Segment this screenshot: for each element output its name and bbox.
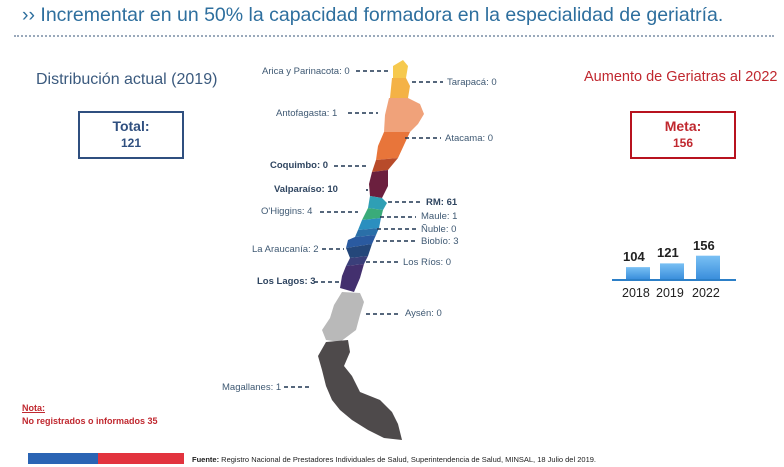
bar-2022 — [696, 255, 720, 279]
label-los-lagos: Los Lagos: 3 — [257, 276, 316, 287]
bar-value-2019: 121 — [657, 245, 679, 261]
region-tarapaca — [390, 78, 410, 98]
total-box: Total: 121 — [78, 111, 184, 159]
leader-lines — [284, 70, 443, 388]
year-label-2018: 2018 — [622, 286, 650, 300]
label-arica-y-parinacota: Arica y Parinacota: 0 — [262, 66, 350, 77]
label-nuble: Ñuble: 0 — [421, 224, 457, 235]
footer-stripe-red — [98, 453, 184, 464]
region-ohiggins — [362, 208, 383, 220]
total-value: 121 — [120, 136, 142, 150]
region-rm — [368, 196, 387, 210]
region-magallanes — [318, 340, 402, 440]
region-coquimbo — [372, 158, 398, 172]
title-divider — [14, 35, 774, 37]
footer-stripe-blue — [28, 453, 98, 464]
region-los-lagos — [340, 264, 364, 292]
region-arica-y-parinacota — [393, 60, 408, 78]
region-biobio — [346, 235, 376, 248]
source-text: Registro Nacional de Prestadores Individ… — [219, 455, 596, 464]
label-biobio: Biobío: 3 — [421, 236, 459, 247]
geriatrics-increase-title: Aumento de Geriatras al 2022 — [584, 69, 778, 85]
current-distribution-title: Distribución actual (2019) — [36, 71, 218, 88]
label-rm: RM: 61 — [426, 197, 458, 208]
label-atacama: Atacama: 0 — [445, 133, 494, 144]
bar-value-2022: 156 — [693, 237, 715, 253]
region-valparaiso — [369, 170, 388, 198]
region-nuble — [355, 228, 379, 237]
label-los-rios: Los Ríos: 0 — [403, 257, 452, 268]
label-ohiggins: O'Higgins: 4 — [261, 206, 313, 217]
label-la-araucania: La Araucanía: 2 — [252, 244, 319, 255]
goal-value: 156 — [672, 136, 694, 150]
bar-2019 — [660, 263, 684, 279]
region-antofagasta — [384, 98, 424, 132]
label-valparaiso: Valparaíso: 10 — [274, 184, 338, 195]
source-citation: Fuente: Registro Nacional de Prestadores… — [192, 455, 596, 464]
note-text: No registrados o informados 35 — [22, 416, 158, 426]
year-label-2019: 2019 — [656, 286, 684, 300]
page-title: ›› Incrementar en un 50% la capacidad fo… — [22, 4, 724, 26]
year-label-2022: 2022 — [692, 286, 720, 300]
label-tarapaca: Tarapacá: 0 — [447, 77, 497, 88]
label-aysen: Aysén: 0 — [405, 308, 442, 319]
label-magallanes: Magallanes: 1 — [222, 382, 282, 393]
total-label: Total: — [112, 118, 150, 134]
label-maule: Maule: 1 — [421, 211, 458, 222]
region-aysen — [322, 292, 364, 342]
note-heading: Nota: — [22, 403, 45, 413]
region-la-araucania — [346, 244, 372, 258]
goal-label: Meta: — [664, 118, 702, 134]
label-coquimbo: Coquimbo: 0 — [270, 160, 329, 171]
label-antofagasta: Antofagasta: 1 — [276, 108, 338, 119]
bar-value-2018: 104 — [623, 249, 645, 265]
region-atacama — [376, 132, 410, 160]
bar-2018 — [626, 267, 650, 279]
goal-box: Meta: 156 — [630, 111, 736, 159]
region-maule — [358, 218, 381, 230]
region-los-rios — [346, 256, 368, 266]
source-label: Fuente: — [192, 455, 220, 464]
